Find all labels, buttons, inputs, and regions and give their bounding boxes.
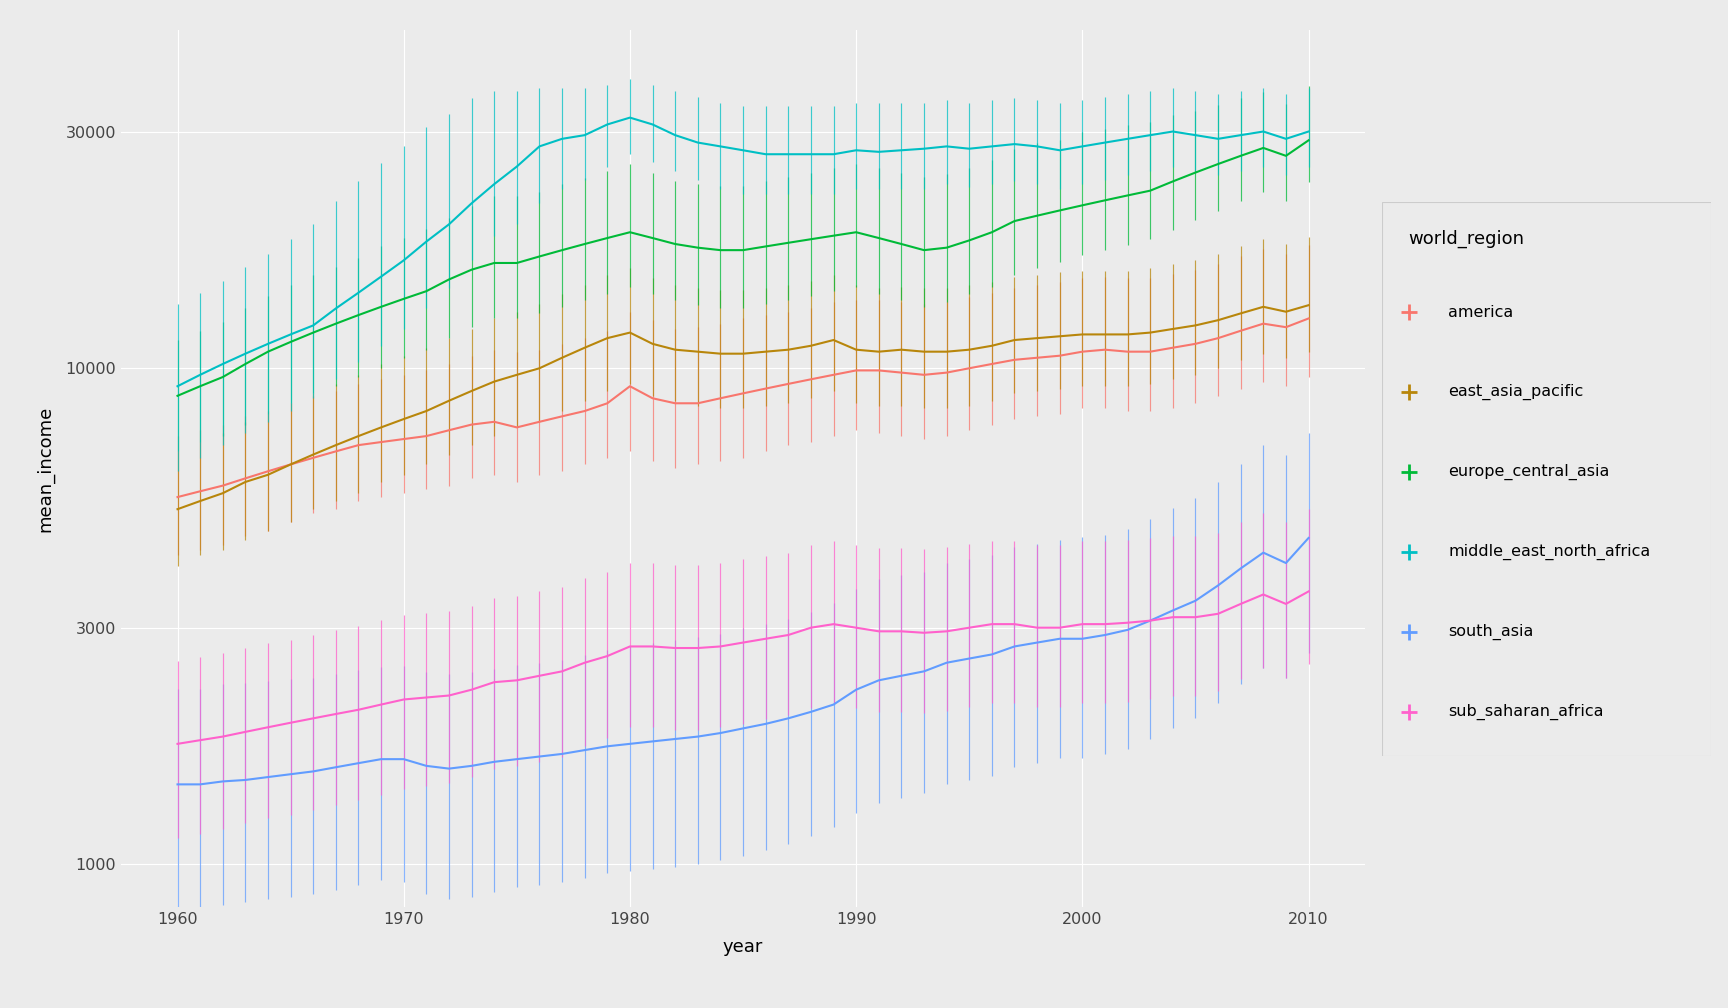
X-axis label: year: year <box>722 938 764 957</box>
Text: middle_east_north_africa: middle_east_north_africa <box>1448 544 1650 560</box>
Text: sub_saharan_africa: sub_saharan_africa <box>1448 704 1604 720</box>
Y-axis label: mean_income: mean_income <box>36 405 54 532</box>
Text: world_region: world_region <box>1408 229 1524 248</box>
Text: america: america <box>1448 305 1514 320</box>
Text: south_asia: south_asia <box>1448 624 1533 640</box>
Text: east_asia_pacific: east_asia_pacific <box>1448 384 1583 400</box>
Text: europe_central_asia: europe_central_asia <box>1448 464 1609 480</box>
